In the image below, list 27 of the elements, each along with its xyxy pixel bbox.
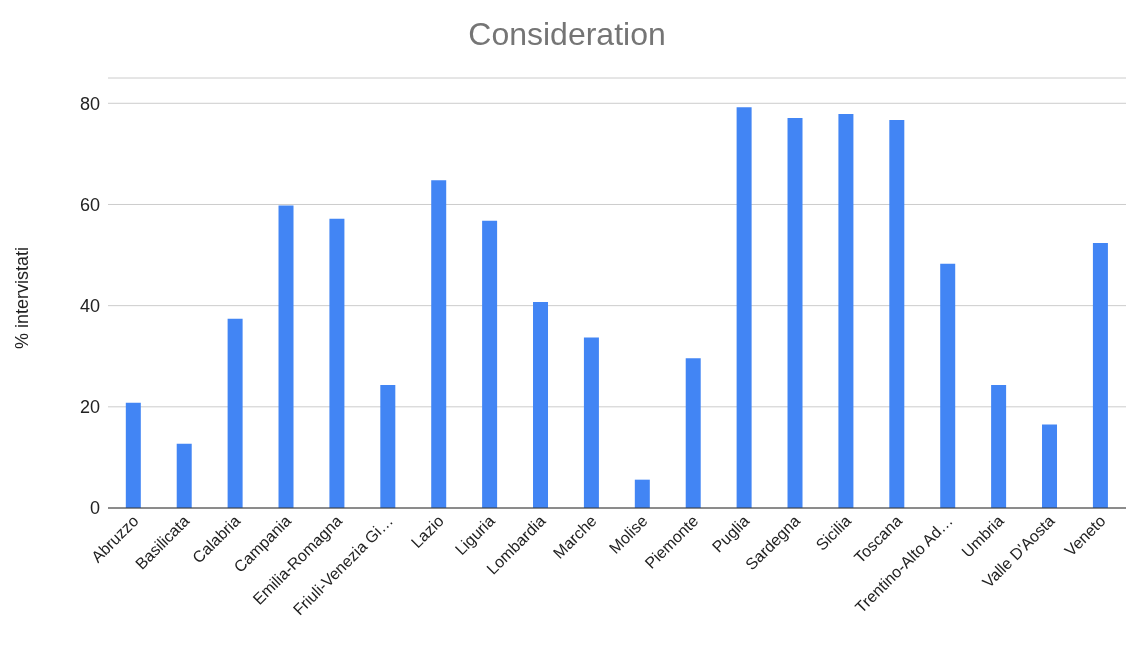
- bar: [889, 119, 905, 508]
- bar: [1042, 424, 1058, 508]
- bar: [838, 113, 854, 508]
- bar: [278, 205, 294, 508]
- y-tick-label: 0: [89, 498, 100, 519]
- bar: [1092, 242, 1108, 508]
- bar: [176, 443, 192, 508]
- bar: [431, 180, 447, 508]
- bar: [533, 302, 549, 508]
- bar: [685, 358, 701, 508]
- bar: [787, 117, 803, 508]
- bar: [227, 318, 243, 508]
- bar: [940, 263, 956, 508]
- y-tick-label: 80: [79, 93, 100, 114]
- y-axis-title: % intervistati: [11, 246, 33, 350]
- y-tick-label: 40: [79, 296, 100, 317]
- y-tick-label: 60: [79, 194, 100, 215]
- y-tick-label: 20: [79, 397, 100, 418]
- chart-title: Consideration: [467, 16, 667, 53]
- bar: [329, 218, 345, 508]
- bar: [583, 337, 599, 508]
- bar: [482, 220, 498, 508]
- bar: [736, 107, 752, 508]
- bar: [125, 402, 141, 508]
- bar: [991, 385, 1007, 508]
- bar: [634, 479, 650, 508]
- bar: [380, 385, 396, 508]
